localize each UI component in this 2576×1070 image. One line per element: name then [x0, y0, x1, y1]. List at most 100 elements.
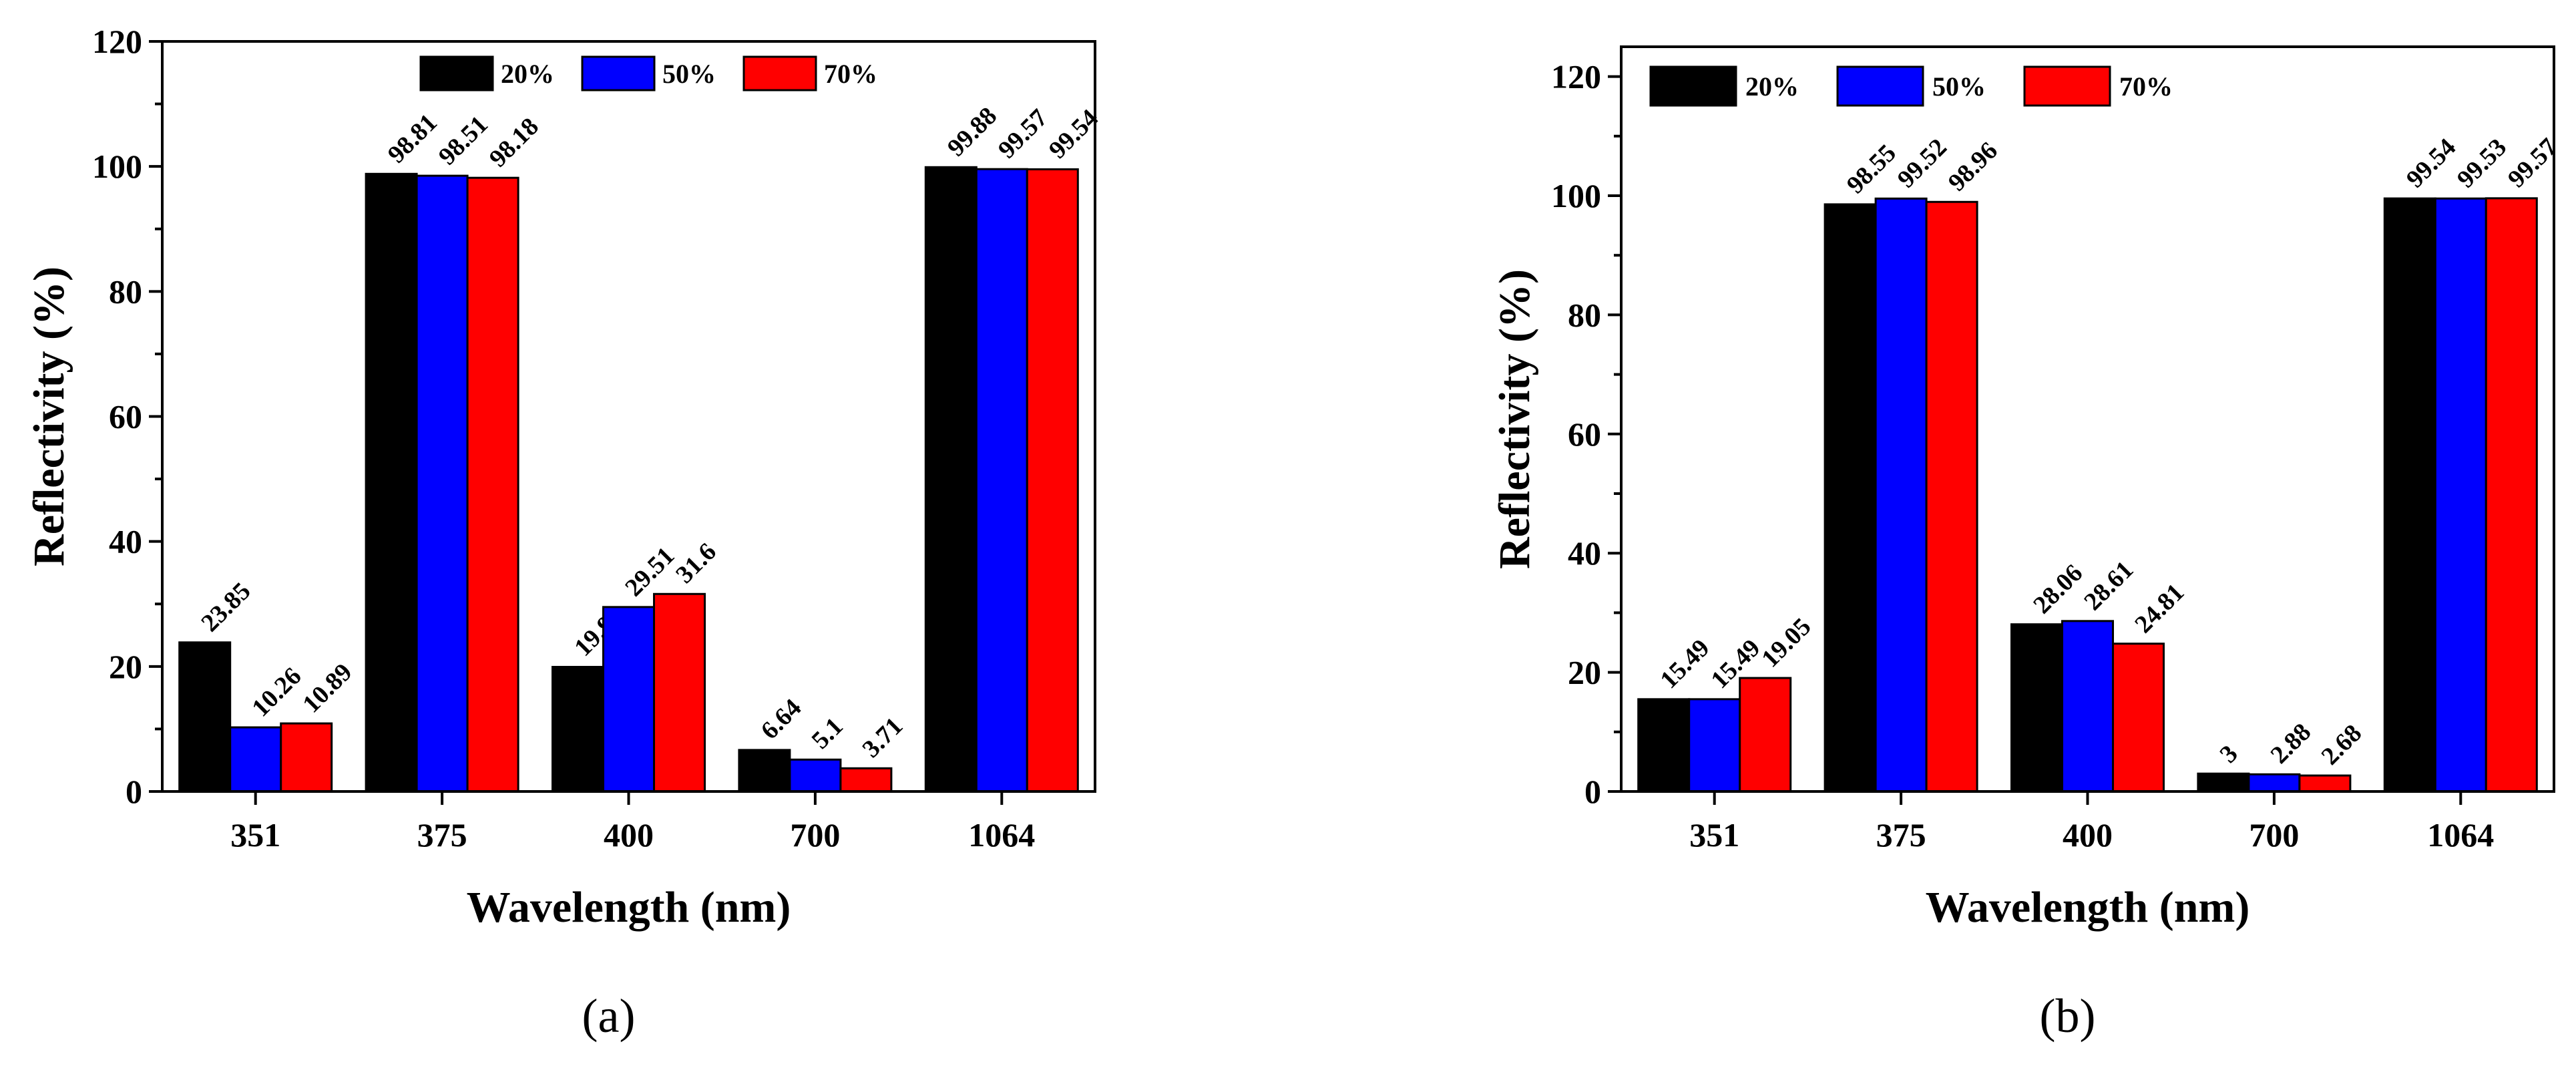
y-tick-label: 20	[109, 648, 142, 685]
legend-label: 50%	[662, 59, 716, 89]
y-tick-label: 100	[1551, 177, 1601, 214]
chart-panel-b: 15.4998.5528.06399.5415.4999.5228.612.88…	[1490, 45, 2563, 1043]
bar-70pct-700	[2298, 774, 2352, 793]
legend-label: 50%	[1932, 71, 1986, 102]
data-label: 98.51	[433, 110, 493, 170]
data-label: 99.53	[2452, 133, 2512, 193]
y-tick-label: 120	[92, 23, 142, 60]
bar-20pct-1064	[2383, 197, 2436, 793]
bar-70pct-375	[1925, 200, 1978, 793]
legend-swatch-70pct	[742, 55, 817, 92]
legend-swatch-20pct	[1649, 65, 1737, 107]
y-axis-title: Reflectivity (%)	[1490, 269, 1539, 569]
x-tick-label: 351	[1689, 816, 1739, 854]
bar-20pct-1064	[924, 166, 978, 793]
data-label: 98.96	[1943, 136, 2003, 196]
bar-20pct-700	[2197, 772, 2250, 793]
bar-20pct-700	[738, 749, 791, 793]
bar-50pct-1064	[2434, 197, 2487, 793]
bar-20pct-351	[178, 641, 232, 793]
bar-70pct-400	[2112, 643, 2165, 793]
legend-swatch-20pct	[419, 55, 494, 92]
data-label: 99.52	[1892, 133, 1952, 193]
y-tick-label: 80	[109, 273, 142, 310]
y-tick-label: 20	[1568, 654, 1601, 691]
data-label: 10.89	[297, 658, 357, 718]
data-label: 98.55	[1842, 139, 1902, 199]
data-label: 99.88	[942, 102, 1002, 162]
bar-50pct-400	[602, 606, 655, 793]
data-label: 24.81	[2129, 578, 2189, 639]
x-tick-label: 1064	[2427, 816, 2494, 854]
x-axis-title: Wavelength (nm)	[467, 883, 791, 932]
legend-label: 20%	[1745, 71, 1799, 102]
y-tick-label: 60	[109, 398, 142, 435]
bar-50pct-400	[2061, 620, 2114, 793]
bar-50pct-1064	[975, 168, 1028, 793]
y-tick-label: 100	[92, 148, 142, 185]
chart-panel-a: 23.8598.8119.936.6499.8810.2698.5129.515…	[25, 23, 1104, 1043]
bar-70pct-351	[280, 722, 333, 793]
y-tick-label: 0	[1584, 773, 1601, 810]
y-tick-label: 40	[1568, 534, 1601, 572]
data-label: 5.1	[807, 712, 849, 754]
y-tick-label: 80	[1568, 296, 1601, 333]
legend: 20% 50% 70%	[1649, 65, 2173, 107]
y-tick-label: 40	[109, 523, 142, 560]
data-label: 28.06	[2028, 559, 2088, 619]
x-tick-label: 375	[417, 816, 467, 854]
data-label: 2.88	[2266, 718, 2317, 769]
bar-50pct-375	[415, 174, 469, 793]
data-label: 2.68	[2316, 719, 2368, 771]
x-axis-title: Wavelength (nm)	[1926, 883, 2250, 932]
y-tick-label: 0	[126, 773, 142, 810]
data-label: 10.26	[246, 662, 306, 722]
bar-50pct-700	[2247, 773, 2301, 793]
x-tick-label: 400	[2063, 816, 2113, 854]
data-label: 15.49	[1655, 634, 1715, 694]
x-tick-label: 351	[230, 816, 280, 854]
data-label: 31.6	[670, 538, 722, 589]
data-label: 19.05	[1756, 612, 1816, 673]
y-tick-label: 120	[1551, 58, 1601, 96]
legend-label: 70%	[2119, 71, 2173, 102]
legend-swatch-70pct	[2023, 65, 2111, 107]
bar-70pct-375	[466, 176, 519, 793]
data-label: 99.54	[2401, 133, 2461, 193]
data-label: 3	[2215, 739, 2243, 768]
bar-20pct-375	[365, 172, 418, 793]
data-label: 28.61	[2079, 556, 2139, 616]
legend-label: 20%	[501, 59, 554, 89]
bar-50pct-351	[1688, 698, 1741, 793]
legend-swatch-50pct	[1836, 65, 1924, 107]
data-label: 23.85	[196, 577, 256, 637]
bar-20pct-400	[552, 665, 604, 793]
x-tick-label: 700	[790, 816, 840, 854]
bar-70pct-351	[1739, 677, 1792, 793]
bar-70pct-700	[839, 767, 893, 793]
legend-label: 70%	[824, 59, 877, 89]
bar-70pct-1064	[2485, 197, 2538, 793]
data-label: 98.81	[383, 109, 443, 169]
x-tick-label: 700	[2249, 816, 2299, 854]
x-tick-label: 375	[1876, 816, 1926, 854]
bar-50pct-351	[229, 726, 282, 793]
legend: 20% 50% 70%	[419, 55, 877, 92]
bar-20pct-400	[2010, 623, 2063, 793]
panel-label: (a)	[582, 989, 636, 1043]
bar-70pct-1064	[1026, 168, 1079, 793]
x-tick-label: 1064	[968, 816, 1035, 854]
bar-70pct-400	[653, 592, 706, 793]
bar-20pct-375	[1823, 203, 1877, 793]
y-axis-title: Reflectivity (%)	[25, 266, 73, 566]
legend-swatch-50pct	[581, 55, 656, 92]
data-label: 99.57	[993, 104, 1053, 164]
x-tick-label: 400	[604, 816, 654, 854]
data-label: 6.64	[756, 694, 807, 745]
data-label: 29.51	[620, 542, 680, 602]
data-label: 98.18	[484, 112, 544, 172]
bar-50pct-700	[789, 758, 842, 793]
panel-label: (b)	[2040, 989, 2096, 1043]
y-tick-label: 60	[1568, 415, 1601, 453]
